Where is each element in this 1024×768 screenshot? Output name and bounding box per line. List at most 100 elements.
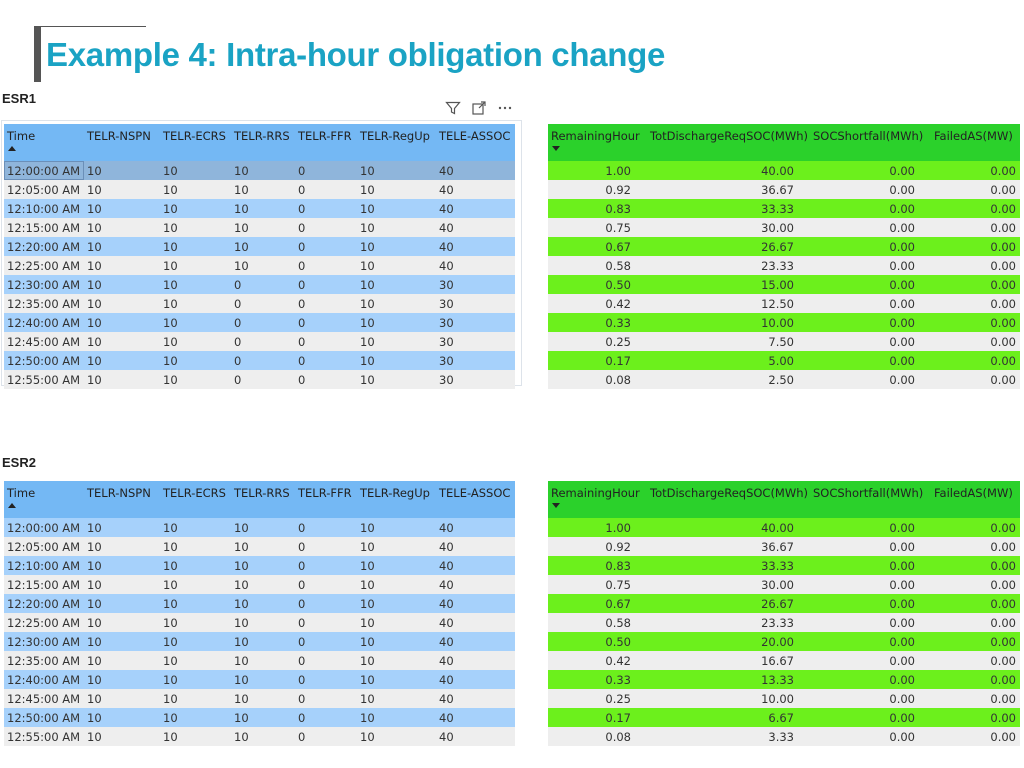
table-row[interactable]: 12:45:00 AM 10 10 10 0 10 40 (4, 689, 515, 708)
table-cell-telr-rrs: 10 (231, 256, 295, 275)
table-row[interactable]: 12:10:00 AM 10 10 10 0 10 40 (4, 556, 515, 575)
column-header-tele-assoc[interactable]: TELE-ASSOC (436, 481, 515, 518)
table-row[interactable]: 0.25 7.50 0.00 0.00 (548, 332, 1020, 351)
table-row[interactable]: 0.50 20.00 0.00 0.00 (548, 632, 1020, 651)
table-cell-time: 12:15:00 AM (4, 575, 84, 594)
table-row[interactable]: 12:05:00 AM 10 10 10 0 10 40 (4, 180, 515, 199)
column-header-telr-rrs[interactable]: TELR-RRS (231, 124, 295, 161)
table-row[interactable]: 12:25:00 AM 10 10 10 0 10 40 (4, 256, 515, 275)
table-row[interactable]: 0.08 3.33 0.00 0.00 (548, 727, 1020, 746)
table-row[interactable]: 12:55:00 AM 10 10 10 0 10 40 (4, 727, 515, 746)
column-header-telr-ecrs[interactable]: TELR-ECRS (160, 481, 231, 518)
focus-mode-icon[interactable] (470, 99, 488, 117)
table-cell-failedas-mw: 0.00 (931, 351, 1020, 370)
table-row[interactable]: 0.33 13.33 0.00 0.00 (548, 670, 1020, 689)
table-row[interactable]: 0.25 10.00 0.00 0.00 (548, 689, 1020, 708)
table-cell-remaininghour: 0.08 (548, 727, 647, 746)
table-row[interactable]: 12:30:00 AM 10 10 0 0 10 30 (4, 275, 515, 294)
table-row[interactable]: 0.17 6.67 0.00 0.00 (548, 708, 1020, 727)
table-row[interactable]: 12:15:00 AM 10 10 10 0 10 40 (4, 218, 515, 237)
column-header-time[interactable]: Time (4, 124, 84, 161)
table-row[interactable]: 12:50:00 AM 10 10 10 0 10 40 (4, 708, 515, 727)
column-header-totdischargereqsoc-mwh[interactable]: TotDischargeReqSOC(MWh) (647, 481, 810, 518)
table-cell-telr-rrs: 10 (231, 632, 295, 651)
esr1-soc-table: RemainingHour TotDischargeReqSOC(MWh) SOCS… (548, 124, 1020, 389)
table-row[interactable]: 0.17 5.00 0.00 0.00 (548, 351, 1020, 370)
table-cell-failedas-mw: 0.00 (931, 256, 1020, 275)
table-row[interactable]: 0.08 2.50 0.00 0.00 (548, 370, 1020, 389)
column-header-totdischargereqsoc-mwh[interactable]: TotDischargeReqSOC(MWh) (647, 124, 810, 161)
table-row[interactable]: 12:10:00 AM 10 10 10 0 10 40 (4, 199, 515, 218)
column-header-remaininghour[interactable]: RemainingHour (548, 481, 647, 518)
table-row[interactable]: 12:00:00 AM 10 10 10 0 10 40 (4, 161, 515, 180)
column-header-socshortfall-mwh[interactable]: SOCShortfall(MWh) (810, 481, 931, 518)
column-header-telr-nspn[interactable]: TELR-NSPN (84, 124, 160, 161)
table-row[interactable]: 0.58 23.33 0.00 0.00 (548, 256, 1020, 275)
table-row[interactable]: 1.00 40.00 0.00 0.00 (548, 161, 1020, 180)
table-row[interactable]: 0.83 33.33 0.00 0.00 (548, 199, 1020, 218)
table-cell-failedas-mw: 0.00 (931, 370, 1020, 389)
table-row[interactable]: 0.92 36.67 0.00 0.00 (548, 180, 1020, 199)
column-header-failedas-mw[interactable]: FailedAS(MW) (931, 481, 1020, 518)
column-header-telr-regup[interactable]: TELR-RegUp (357, 124, 436, 161)
table-row[interactable]: 0.50 15.00 0.00 0.00 (548, 275, 1020, 294)
column-header-failedas-mw[interactable]: FailedAS(MW) (931, 124, 1020, 161)
table-row[interactable]: 12:55:00 AM 10 10 0 0 10 30 (4, 370, 515, 389)
table-cell-telr-ffr: 0 (295, 199, 357, 218)
table-row[interactable]: 0.58 23.33 0.00 0.00 (548, 613, 1020, 632)
table-row[interactable]: 0.92 36.67 0.00 0.00 (548, 537, 1020, 556)
table-row[interactable]: 12:40:00 AM 10 10 0 0 10 30 (4, 313, 515, 332)
table-row[interactable]: 0.75 30.00 0.00 0.00 (548, 575, 1020, 594)
column-header-telr-ffr[interactable]: TELR-FFR (295, 124, 357, 161)
table-cell-telr-nspn: 10 (84, 180, 160, 199)
table-cell-telr-rrs: 0 (231, 294, 295, 313)
table-row[interactable]: 12:45:00 AM 10 10 0 0 10 30 (4, 332, 515, 351)
table-cell-totdischargereqsoc-mwh: 40.00 (647, 161, 810, 180)
filter-icon[interactable] (444, 99, 462, 117)
table-cell-time: 12:15:00 AM (4, 218, 84, 237)
column-header-telr-nspn[interactable]: TELR-NSPN (84, 481, 160, 518)
table-row[interactable]: 0.75 30.00 0.00 0.00 (548, 218, 1020, 237)
table-cell-tele-assoc: 40 (436, 708, 515, 727)
column-header-telr-regup[interactable]: TELR-RegUp (357, 481, 436, 518)
column-header-telr-ffr[interactable]: TELR-FFR (295, 481, 357, 518)
column-header-tele-assoc[interactable]: TELE-ASSOC (436, 124, 515, 161)
table-row[interactable]: 0.42 16.67 0.00 0.00 (548, 651, 1020, 670)
table-cell-totdischargereqsoc-mwh: 20.00 (647, 632, 810, 651)
table-row[interactable]: 12:25:00 AM 10 10 10 0 10 40 (4, 613, 515, 632)
table-cell-telr-nspn: 10 (84, 218, 160, 237)
table-row[interactable]: 12:15:00 AM 10 10 10 0 10 40 (4, 575, 515, 594)
table-row[interactable]: 12:50:00 AM 10 10 0 0 10 30 (4, 351, 515, 370)
column-header-socshortfall-mwh[interactable]: SOCShortfall(MWh) (810, 124, 931, 161)
table-cell-time: 12:50:00 AM (4, 708, 84, 727)
column-header-telr-ecrs[interactable]: TELR-ECRS (160, 124, 231, 161)
table-cell-telr-rrs: 10 (231, 575, 295, 594)
more-options-icon[interactable] (496, 99, 514, 117)
table-row[interactable]: 0.33 10.00 0.00 0.00 (548, 313, 1020, 332)
column-header-telr-rrs[interactable]: TELR-RRS (231, 481, 295, 518)
table-cell-telr-ecrs: 10 (160, 613, 231, 632)
table-row[interactable]: 12:35:00 AM 10 10 0 0 10 30 (4, 294, 515, 313)
table-row[interactable]: 12:20:00 AM 10 10 10 0 10 40 (4, 594, 515, 613)
table-cell-totdischargereqsoc-mwh: 33.33 (647, 556, 810, 575)
table-row[interactable]: 12:00:00 AM 10 10 10 0 10 40 (4, 518, 515, 537)
table-row[interactable]: 0.67 26.67 0.00 0.00 (548, 594, 1020, 613)
table-cell-failedas-mw: 0.00 (931, 613, 1020, 632)
table-row[interactable]: 12:20:00 AM 10 10 10 0 10 40 (4, 237, 515, 256)
table-row[interactable]: 12:40:00 AM 10 10 10 0 10 40 (4, 670, 515, 689)
column-header-remaininghour[interactable]: RemainingHour (548, 124, 647, 161)
table-cell-tele-assoc: 40 (436, 556, 515, 575)
column-header-time[interactable]: Time (4, 481, 84, 518)
table-row[interactable]: 0.83 33.33 0.00 0.00 (548, 556, 1020, 575)
table-cell-telr-ffr: 0 (295, 332, 357, 351)
table-row[interactable]: 0.42 12.50 0.00 0.00 (548, 294, 1020, 313)
table-row[interactable]: 12:05:00 AM 10 10 10 0 10 40 (4, 537, 515, 556)
table-row[interactable]: 12:30:00 AM 10 10 10 0 10 40 (4, 632, 515, 651)
table-cell-telr-rrs: 10 (231, 537, 295, 556)
table-cell-time: 12:05:00 AM (4, 180, 84, 199)
table-row[interactable]: 1.00 40.00 0.00 0.00 (548, 518, 1020, 537)
table-row[interactable]: 0.67 26.67 0.00 0.00 (548, 237, 1020, 256)
table-cell-socshortfall-mwh: 0.00 (810, 294, 931, 313)
table-cell-telr-rrs: 10 (231, 161, 295, 180)
table-row[interactable]: 12:35:00 AM 10 10 10 0 10 40 (4, 651, 515, 670)
